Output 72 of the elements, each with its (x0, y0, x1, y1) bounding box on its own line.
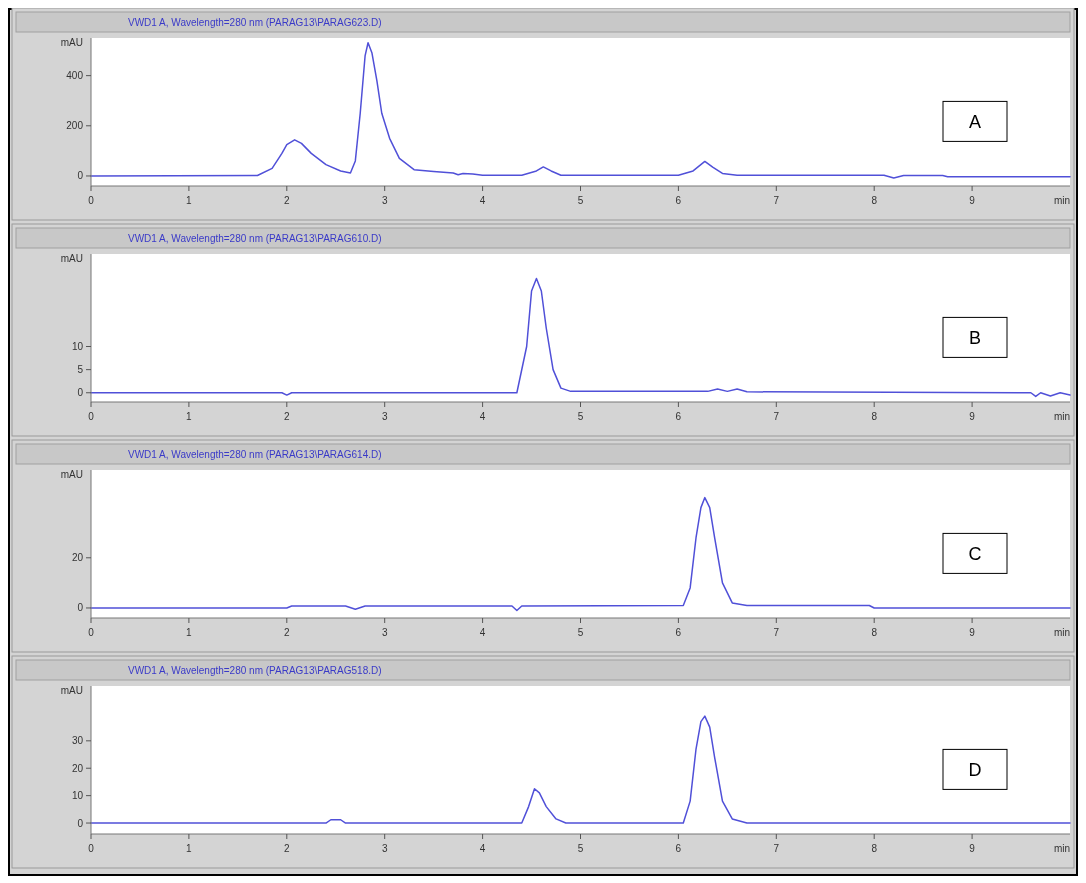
x-tick-label: 8 (871, 843, 878, 854)
x-tick-label: 9 (969, 627, 976, 638)
x-tick-label: 4 (479, 627, 486, 638)
x-axis-title: min (1053, 411, 1070, 422)
x-tick-label: 8 (871, 195, 878, 206)
annotation: D (968, 760, 982, 781)
y-tick-label: 200 (66, 120, 84, 132)
chart-title: VWD1 A, Wavelength=280 nm (PARAG13\PARAG518.D) (128, 665, 382, 676)
y-tick-label: 10 (71, 341, 84, 352)
chart-title: VWD1 A, Wavelength=280 nm (PARAG13\PARAG610.D) (128, 233, 382, 244)
x-tick-label: 6 (675, 411, 682, 422)
y-tick-label: 0 (77, 817, 84, 829)
x-tick-label: 5 (577, 843, 584, 854)
x-tick-label: 2 (284, 843, 291, 854)
x-tick-label: 3 (381, 195, 388, 206)
x-tick-label: 1 (186, 195, 193, 206)
x-tick-label: 9 (969, 843, 976, 854)
chart-title: VWD1 A, Wavelength=280 nm (PARAG13\PARAG623.D) (128, 17, 382, 28)
x-axis-title: min (1053, 627, 1070, 638)
x-tick-label: 2 (284, 411, 291, 422)
x-tick-label: 1 (186, 411, 193, 422)
x-tick-label: 6 (675, 627, 682, 638)
line-series (90, 715, 1071, 824)
line-series (90, 42, 1071, 179)
line-series (90, 496, 1071, 612)
x-tick-label: 7 (773, 843, 780, 854)
y-tick-label: 30 (71, 735, 84, 747)
x-tick-label: 6 (675, 843, 682, 854)
x-tick-label: 2 (284, 195, 291, 206)
x-axis-title: min (1053, 843, 1070, 854)
x-tick-label: 2 (284, 627, 291, 638)
y-tick-label: 20 (71, 552, 84, 564)
x-tick-label: 8 (871, 411, 878, 422)
x-tick-label: 3 (381, 627, 388, 638)
x-tick-label: 0 (88, 843, 95, 854)
y-tick-label: 0 (77, 170, 84, 182)
y-tick-label: 10 (71, 790, 84, 802)
annotation: B (968, 328, 982, 349)
x-tick-label: 9 (969, 411, 976, 422)
x-tick-label: 0 (88, 627, 95, 638)
x-tick-label: 4 (479, 843, 486, 854)
x-tick-label: 7 (773, 411, 780, 422)
annotation: A (968, 112, 982, 133)
x-tick-label: 3 (381, 411, 388, 422)
y-axis-title: mAU (60, 469, 83, 480)
line-series (90, 277, 1071, 398)
y-tick-label: 5 (77, 364, 84, 376)
x-tick-label: 8 (871, 627, 878, 638)
x-tick-label: 6 (675, 195, 682, 206)
x-tick-label: 0 (88, 195, 95, 206)
y-tick-label: 0 (77, 387, 84, 399)
x-tick-label: 1 (186, 627, 193, 638)
x-axis-title: min (1053, 195, 1070, 206)
x-tick-label: 5 (577, 627, 584, 638)
y-axis-title: mAU (60, 685, 83, 696)
x-tick-label: 7 (773, 627, 780, 638)
x-tick-label: 5 (577, 411, 584, 422)
x-tick-label: 4 (479, 195, 486, 206)
x-tick-label: 7 (773, 195, 780, 206)
chart-title: VWD1 A, Wavelength=280 nm (PARAG13\PARAG614.D) (128, 449, 382, 460)
y-axis-title: mAU (60, 253, 83, 264)
y-tick-label: 20 (71, 762, 84, 774)
x-tick-label: 5 (577, 195, 584, 206)
x-tick-label: 0 (88, 411, 95, 422)
x-tick-label: 1 (186, 843, 193, 854)
annotation: C (968, 544, 982, 565)
x-tick-label: 9 (969, 195, 976, 206)
y-axis-title: mAU (60, 37, 83, 48)
x-tick-label: 4 (479, 411, 486, 422)
y-tick-label: 400 (66, 70, 84, 82)
x-tick-label: 3 (381, 843, 388, 854)
y-tick-label: 0 (77, 602, 84, 614)
